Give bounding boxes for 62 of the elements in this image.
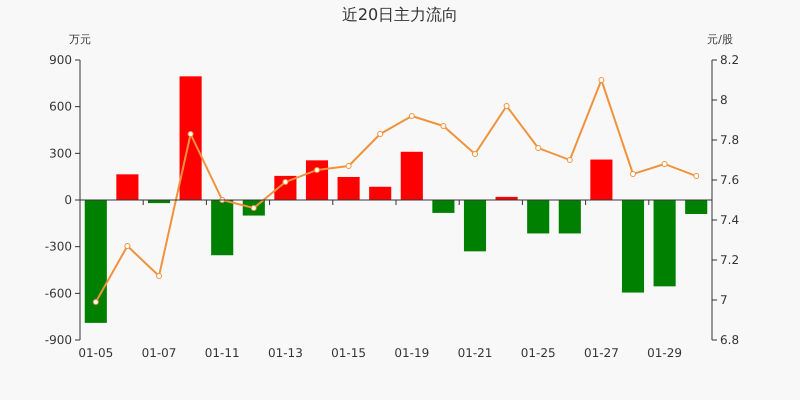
bar [211, 200, 234, 256]
x-tick-label: 01-27 [584, 346, 619, 360]
x-tick-label: 01-19 [394, 346, 430, 360]
bar [654, 200, 676, 286]
bar [180, 76, 202, 200]
point [566, 157, 573, 163]
bar [400, 152, 423, 200]
point [156, 273, 162, 279]
x-tick-label: 01-05 [78, 346, 114, 360]
x-tick-label: 01-25 [520, 346, 556, 360]
point [188, 131, 194, 137]
bar [590, 160, 612, 200]
x-tick-label: 01-15 [331, 346, 366, 360]
x-tick-label: 01-07 [142, 346, 176, 360]
y-tick-label: 900 [49, 53, 72, 67]
y-tick-label: -300 [44, 240, 72, 254]
point [282, 179, 288, 185]
y2-tick-label: 7.6 [720, 173, 740, 187]
y2-tick-label: 7 [720, 293, 728, 307]
point [92, 299, 99, 305]
point [408, 113, 415, 119]
point [504, 103, 510, 109]
x-tick-label: 01-29 [647, 346, 682, 360]
point [693, 173, 700, 179]
bar [369, 186, 392, 200]
point [124, 243, 130, 249]
bar [464, 200, 486, 252]
bar [432, 200, 454, 213]
bar [116, 174, 138, 200]
bar [558, 200, 581, 234]
point [472, 151, 478, 157]
point [662, 161, 668, 167]
bar [338, 176, 360, 200]
x-tick-label: 01-13 [268, 346, 303, 360]
y2-tick-label: 8 [720, 93, 728, 107]
point [630, 171, 636, 177]
bar [84, 200, 107, 323]
y2-tick-label: 7.8 [720, 133, 740, 147]
point [598, 77, 604, 83]
bar [622, 200, 644, 293]
y2-tick-label: 7.2 [720, 253, 740, 267]
point [314, 167, 320, 173]
x-tick-label: 01-21 [458, 346, 492, 360]
bar [306, 160, 328, 200]
bar [527, 200, 550, 234]
bar [685, 200, 708, 214]
y2-tick-label: 6.8 [720, 333, 740, 347]
point [346, 163, 352, 169]
point [377, 131, 384, 137]
point [440, 123, 446, 129]
y2-tick-label: 8.2 [720, 53, 740, 67]
y-axis-title: 万元 [69, 33, 91, 46]
y-tick-label: -900 [44, 333, 72, 347]
point [535, 145, 542, 151]
y-tick-label: 0 [64, 193, 72, 207]
x-tick-label: 01-11 [204, 346, 240, 360]
y-tick-label: 600 [49, 100, 72, 114]
y-tick-label: 300 [49, 146, 72, 160]
y-tick-label: -600 [44, 286, 72, 300]
y2-axis-title: 元/股 [707, 33, 733, 46]
chart-title: 近20日主力流向 [342, 5, 458, 24]
y2-tick-label: 7.4 [720, 213, 740, 227]
